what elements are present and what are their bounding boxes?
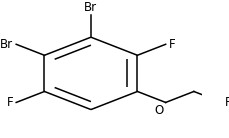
Text: F: F xyxy=(224,96,229,109)
Text: Br: Br xyxy=(0,38,13,51)
Text: Br: Br xyxy=(84,1,97,14)
Text: F: F xyxy=(7,96,13,109)
Text: O: O xyxy=(154,104,163,117)
Text: F: F xyxy=(168,38,174,51)
